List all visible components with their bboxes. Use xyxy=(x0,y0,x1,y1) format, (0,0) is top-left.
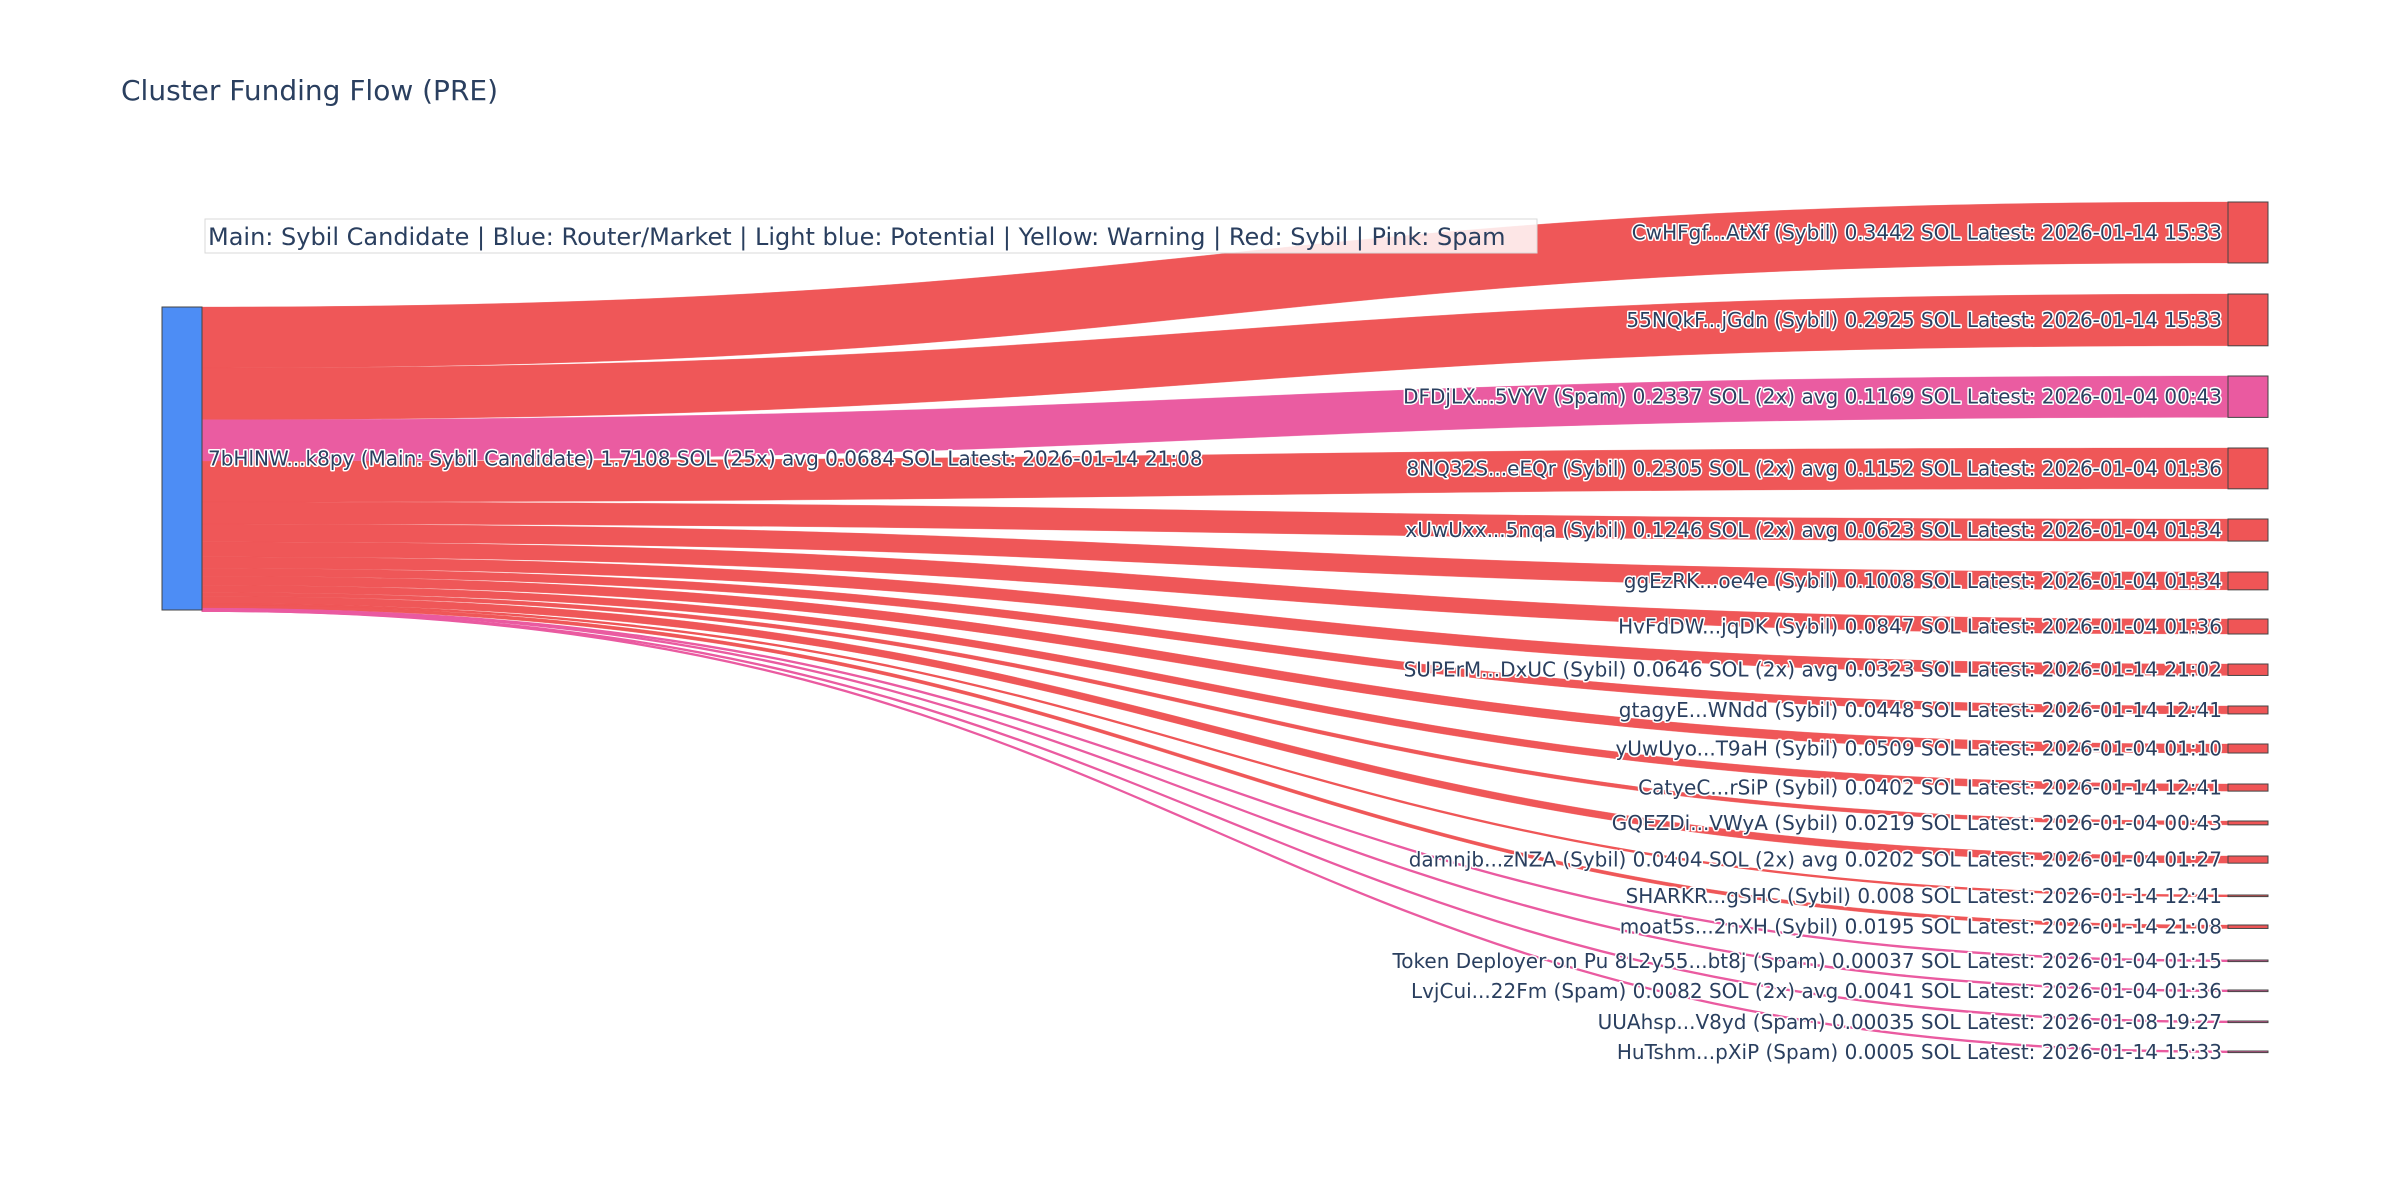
target-node-cwhfgf-atxf[interactable] xyxy=(2227,201,2269,264)
target-node-label-hutshm-pxip: HuTshm...pXiP (Spam) 0.0005 SOL Latest: … xyxy=(1617,1040,2222,1064)
source-node-label: 7bHlNW...k8py (Main: Sybil Candidate) 1.… xyxy=(208,447,1203,471)
target-node-label-yuwuyo-t9ah: yUwUyo...T9aH (Sybil) 0.0509 SOL Latest:… xyxy=(1615,737,2222,761)
flow-link-moat5s-2nxh[interactable] xyxy=(201,604,2229,929)
target-node-xuwuxx-5nqa[interactable] xyxy=(2227,518,2269,542)
target-node-label-lvjcui-22fm: LvjCui...22Fm (Spam) 0.0082 SOL (2x) avg… xyxy=(1411,979,2222,1003)
legend-annotation: Main: Sybil Candidate | Blue: Router/Mar… xyxy=(204,218,1538,254)
target-node-dfdjlx-5vyv[interactable] xyxy=(2227,375,2269,418)
target-node-label-8nq32s-eeqr: 8NQ32S...eEQr (Sybil) 0.2305 SOL (2x) av… xyxy=(1406,456,2222,480)
target-node-catyec-rsip[interactable] xyxy=(2227,783,2269,792)
node-labels: 7bHlNW...k8py (Main: Sybil Candidate) 1.… xyxy=(207,219,2224,1065)
target-node-label-dfdjlx-5vyv: DFDjLX...5VYV (Spam) 0.2337 SOL (2x) avg… xyxy=(1403,385,2222,409)
target-node-superm-dxuc[interactable] xyxy=(2227,663,2269,676)
target-node-sharkr-gshc[interactable] xyxy=(2227,894,2269,898)
target-node-moat5s-2nxh[interactable] xyxy=(2227,924,2269,929)
target-node-damnjb-znza[interactable] xyxy=(2227,855,2269,864)
target-node-ggezrk-oe4e[interactable] xyxy=(2227,571,2269,591)
source-node[interactable] xyxy=(161,306,203,611)
chart-title: Cluster Funding Flow (PRE) xyxy=(121,74,498,107)
target-node-label-sharkr-gshc: SHARKR...gSHC (Sybil) 0.008 SOL Latest: … xyxy=(1626,884,2222,908)
target-node-8nq32s-eeqr[interactable] xyxy=(2227,447,2269,490)
target-node-uuahsp-v8yd[interactable] xyxy=(2227,1020,2269,1024)
flow-links xyxy=(201,201,2229,1054)
target-node-label-token: Token Deployer on Pu 8L2y55...bt8j (Spam… xyxy=(1391,949,2222,973)
target-node-label-gqezdi-vwya: GQEZDi...VWyA (Sybil) 0.0219 SOL Latest:… xyxy=(1612,811,2222,835)
target-node-gtagye-wndd[interactable] xyxy=(2227,705,2269,715)
target-node-hutshm-pxip[interactable] xyxy=(2227,1050,2269,1054)
target-node-label-moat5s-2nxh: moat5s...2nXH (Sybil) 0.0195 SOL Latest:… xyxy=(1620,915,2222,939)
target-node-gqezdi-vwya[interactable] xyxy=(2227,820,2269,826)
target-node-label-55nqkf-jgdn: 55NQkF...jGdn (Sybil) 0.2925 SOL Latest:… xyxy=(1626,308,2222,332)
target-node-label-damnjb-znza: damnjb...zNZA (Sybil) 0.0404 SOL (2x) av… xyxy=(1409,848,2222,872)
target-node-label-cwhfgf-atxf: CwHFgf...AtXf (Sybil) 0.3442 SOL Latest:… xyxy=(1632,220,2222,244)
target-node-label-ggezrk-oe4e: ggEzRK...oe4e (Sybil) 0.1008 SOL Latest:… xyxy=(1624,569,2222,593)
flow-nodes xyxy=(161,201,2269,1054)
target-node-label-catyec-rsip: CatyeC...rSiP (Sybil) 0.0402 SOL Latest:… xyxy=(1638,776,2222,800)
target-node-label-hvfddw-jqdk: HvFdDW...jqDK (Sybil) 0.0847 SOL Latest:… xyxy=(1618,615,2222,639)
target-node-55nqkf-jgdn[interactable] xyxy=(2227,293,2269,347)
legend-annotation-box xyxy=(204,218,1538,254)
target-node-label-xuwuxx-5nqa: xUwUxx...5nqa (Sybil) 0.1246 SOL (2x) av… xyxy=(1405,518,2222,542)
target-node-label-superm-dxuc: SUPErM...DxUC (Sybil) 0.0646 SOL (2x) av… xyxy=(1404,658,2222,682)
target-node-lvjcui-22fm[interactable] xyxy=(2227,989,2269,993)
target-node-token[interactable] xyxy=(2227,959,2269,963)
target-node-label-gtagye-wndd: gtagyE...WNdd (Sybil) 0.0448 SOL Latest:… xyxy=(1619,698,2222,722)
legend-annotation-text: Main: Sybil Candidate | Blue: Router/Mar… xyxy=(208,223,1506,251)
target-node-label-uuahsp-v8yd: UUAhsp...V8yd (Spam) 0.00035 SOL Latest:… xyxy=(1598,1010,2222,1034)
target-node-hvfddw-jqdk[interactable] xyxy=(2227,618,2269,635)
target-node-yuwuyo-t9ah[interactable] xyxy=(2227,743,2269,754)
